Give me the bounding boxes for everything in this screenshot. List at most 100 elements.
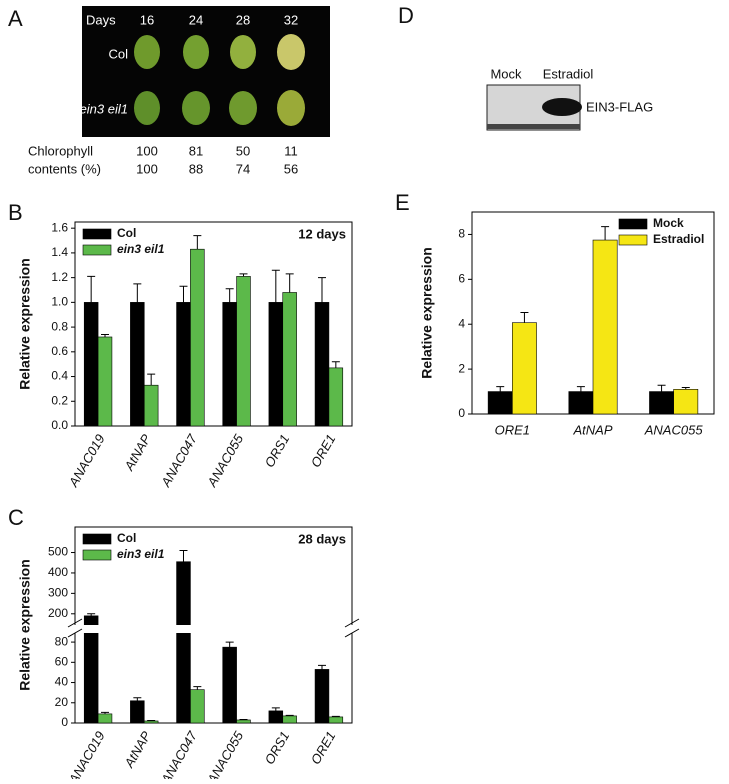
annotation: 28 days [298,531,346,546]
row-label: Col [108,46,128,61]
error-bar [133,697,142,701]
x-tick-label: AtNAP [121,728,154,770]
chlorophyll-label: Chlorophyll [28,143,93,158]
x-tick-label: ANAC055 [204,728,247,779]
error-bar [576,386,585,392]
day-label: 16 [140,12,154,27]
bar [97,713,113,724]
annotation: 12 days [298,226,346,241]
bar [649,391,674,415]
panel-label: B [8,200,23,225]
bar [568,391,594,415]
chlorophyll-label: contents (%) [28,161,101,176]
bar [130,302,145,427]
error-bar [317,664,326,670]
y-tick-label: 1.4 [51,245,68,259]
x-tick-label: ANAC047 [158,728,201,779]
error-bar [239,718,248,720]
error-bar [179,285,188,303]
legend-label: ein3 eil1 [117,242,165,256]
error-bar [271,707,280,711]
bar [487,391,513,415]
bar [314,669,330,724]
x-tick-label: ORE1 [495,422,530,437]
chlorophyll-value: 81 [189,143,203,158]
bar [268,710,284,724]
error-bar [331,715,340,717]
legend-swatch [618,234,648,246]
bar [236,719,251,724]
row-label: ein3 eil1 [80,101,128,116]
bar [83,302,99,427]
y-tick-label: 200 [48,606,68,620]
error-bar [520,312,529,323]
error-bar [657,384,666,392]
legend-swatch [82,549,112,561]
legend-swatch [82,244,112,256]
legend-swatch [82,228,112,240]
y-tick-label: 1.0 [51,295,68,309]
legend-label: Col [117,226,136,240]
bar [592,239,618,415]
day-label: 32 [284,12,298,27]
panel-label: D [398,3,414,28]
x-tick-label: ORS1 [262,432,293,470]
plot-frame [74,221,353,427]
error-bar [225,641,234,648]
bar [143,720,159,724]
y-tick-label: 300 [48,586,68,600]
y-tick-label: 0 [458,406,465,420]
y-tick-label: 20 [55,695,69,709]
y-axis-label: Relative expression [419,247,435,379]
bar [190,248,205,427]
x-tick-label: AtNAP [121,431,154,473]
y-tick-label: 6 [458,272,465,286]
legend-label: ein3 eil1 [117,547,165,561]
chlorophyll-value: 74 [236,161,250,176]
lane-label: Mock [490,66,522,81]
bar [143,384,159,427]
y-tick-label: 0.4 [51,369,68,383]
bar [328,716,344,724]
error-bar [496,386,505,392]
axis-break [69,625,358,633]
legend-swatch [618,218,648,230]
legend-label: Mock [653,216,684,230]
chlorophyll-value: 50 [236,143,250,158]
error-bar [87,275,96,303]
y-tick-label: 60 [55,654,69,668]
error-bar [193,686,202,690]
y-tick-label: 0.0 [51,418,68,432]
x-tick-label: ANAC019 [65,729,107,779]
y-tick-label: 1.6 [51,220,68,234]
bar [512,322,537,415]
y-tick-label: 80 [55,634,69,648]
legend-swatch [82,533,112,545]
x-tick-label: ORS1 [262,729,293,767]
y-tick-label: 0.8 [51,319,68,333]
panel-label: A [8,6,23,31]
error-bar [317,277,326,303]
blot-edge [487,124,580,129]
error-bar [101,711,110,714]
chlorophyll-value: 100 [136,143,158,158]
y-tick-label: 0.2 [51,393,68,407]
bar [314,302,330,427]
legend-label: Col [117,531,136,545]
bar [328,367,344,427]
break-mark [67,618,83,638]
error-bar [225,288,234,303]
error-bar [239,273,248,277]
error-bar [601,226,610,241]
x-tick-label: ANAC047 [158,431,201,490]
bar [222,302,237,427]
y-tick-label: 40 [55,675,69,689]
x-tick-label: ORE1 [308,432,339,470]
bar [190,689,205,724]
x-tick-label: ORE1 [308,729,339,767]
chlorophyll-value: 11 [284,143,298,158]
error-bar [271,269,280,303]
bar [236,276,251,427]
legend-label: Estradiol [653,232,704,246]
x-tick-label: ANAC019 [65,432,107,490]
